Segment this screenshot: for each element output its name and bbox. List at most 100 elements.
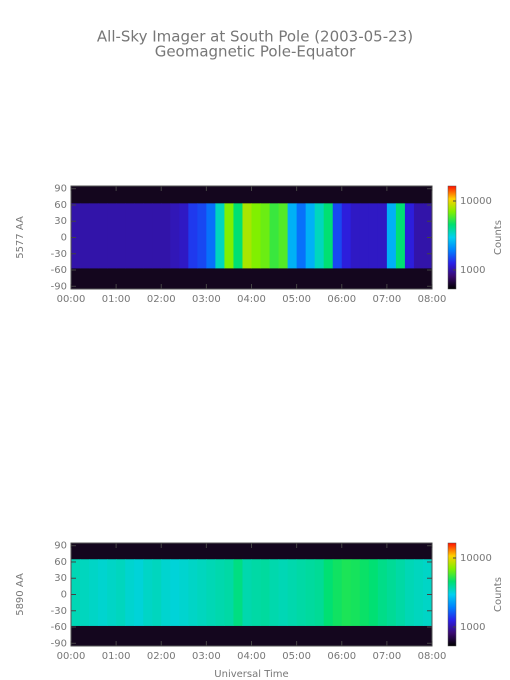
heat-cell [107,203,117,269]
x-tick-label: 08:00 [418,651,447,662]
heat-cell [368,559,379,626]
heat-cell [404,203,415,269]
heat-cell [134,203,144,269]
colorbar [447,185,457,290]
x-tick-label: 00:00 [57,651,86,662]
heat-cell [413,203,424,269]
heat-cell [251,559,262,626]
heat-cell [143,203,153,269]
heat-cell [305,559,316,626]
heat-cell [350,559,361,626]
heat-cell [89,203,99,269]
title: All-Sky Imager at South Pole (2003-05-23… [97,28,413,46]
x-tick-label: 05:00 [282,651,311,662]
x-tick-label: 02:00 [147,294,176,305]
x-tick-label: 02:00 [147,651,176,662]
y-tick-label: 60 [54,200,67,211]
heat-cell [215,203,225,269]
heat-cell [206,203,216,269]
x-tick-label: 01:00 [102,294,131,305]
heat-cell [125,559,135,626]
x-tick-label: 03:00 [192,294,221,305]
heat-cell [350,203,361,269]
heat-cell [152,203,162,269]
heat-cell [224,203,234,269]
heat-cell [368,203,379,269]
x-tick-label: 08:00 [418,294,447,305]
y-tick-label: -90 [51,281,67,292]
heat-cell [341,559,352,626]
heat-cell [224,559,234,626]
heat-cell [269,559,280,626]
y-tick-label: 30 [54,216,67,227]
heat-cell [296,559,307,626]
heat-cell [323,203,334,269]
y-tick-label: -60 [51,622,67,633]
heat-cell [359,559,370,626]
heat-cell [233,203,243,269]
x-tick-label: 04:00 [237,651,266,662]
x-axis-label: Universal Time [214,669,288,680]
heat-cell [314,203,325,269]
heat-cell [359,203,370,269]
heat-cell [107,559,117,626]
heat-cell [251,203,262,269]
y-tick-label: 90 [54,541,67,552]
heat-cell [305,203,316,269]
heat-cell [170,559,180,626]
colorbar [447,542,457,647]
heat-cell [134,559,144,626]
heat-cell [296,203,307,269]
heat-cell [413,559,424,626]
y-tick-label: 30 [54,573,67,584]
y-tick-label: -90 [51,638,67,649]
y-tick-label: -60 [51,265,67,276]
heat-cell [143,559,153,626]
heat-cell [206,559,216,626]
heat-cell [197,559,207,626]
x-tick-label: 01:00 [102,651,131,662]
heat-cell [161,559,171,626]
heat-cell [71,203,81,269]
subtitle: Geomagnetic Pole-Equator [155,43,356,61]
heat-cell [278,559,289,626]
heat-cell [188,203,198,269]
heat-cell [287,203,298,269]
heat-cell [377,203,388,269]
colorbar-tick-label: 10000 [460,196,492,207]
x-tick-label: 07:00 [372,651,401,662]
y-axis-label: 5577 AA [15,216,26,259]
heat-cell [80,203,90,269]
heat-cell [269,203,280,269]
heat-cell [125,203,135,269]
y-tick-label: 60 [54,557,67,568]
colorbar-tick-label: 1000 [460,622,485,633]
heat-cell [395,203,406,269]
heat-cell [98,559,108,626]
y-tick-label: -30 [51,606,67,617]
heat-cell [260,559,271,626]
colorbar-tick-label: 1000 [460,265,485,276]
x-tick-label: 00:00 [57,294,86,305]
heat-cell [404,559,415,626]
y-tick-label: 90 [54,184,67,195]
heat-cell [242,203,252,269]
heat-cell [116,559,126,626]
y-tick-label: 0 [61,590,67,601]
heat-cell [152,559,162,626]
heat-cell [341,203,352,269]
x-tick-label: 06:00 [327,294,356,305]
heat-cell [179,203,189,269]
heat-cell [377,559,388,626]
x-tick-label: 07:00 [372,294,401,305]
heat-cell [170,203,180,269]
heat-cell [98,203,108,269]
heat-cell [260,203,271,269]
y-tick-label: 0 [61,233,67,244]
heat-cell [422,559,433,626]
heat-cell [80,559,90,626]
colorbar-label: Counts [493,220,504,255]
heat-cell [71,559,81,626]
colorbar-label: Counts [493,577,504,612]
